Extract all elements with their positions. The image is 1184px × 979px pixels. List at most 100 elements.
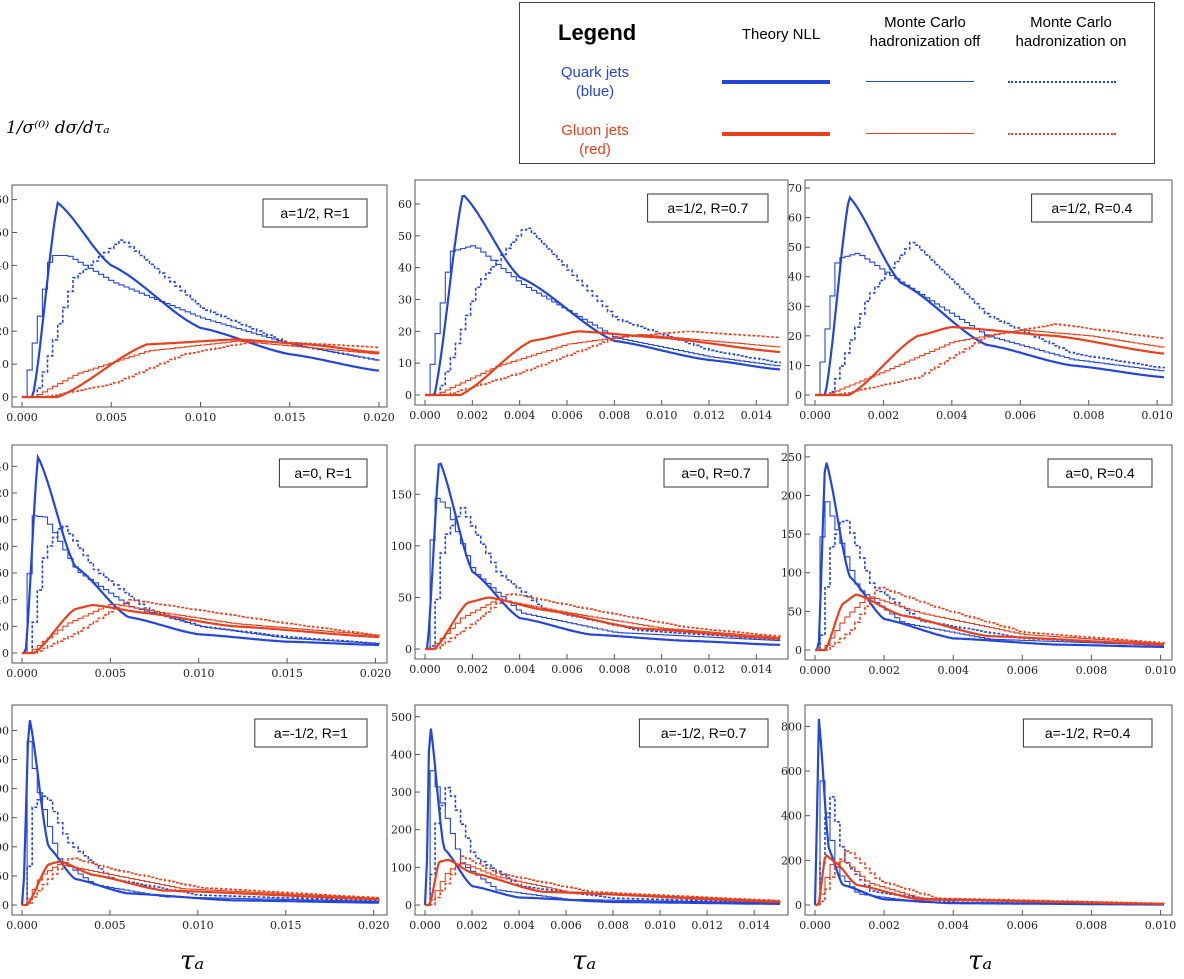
y-tick-label: 10: [788, 359, 802, 372]
series-gluon-mc-on: [22, 599, 380, 654]
series-quark-mc-off: [425, 497, 781, 650]
panel-title-box: [638, 718, 769, 748]
legend-quark-label: Quark jets (blue): [520, 63, 670, 101]
y-tick-label: 120: [0, 487, 9, 500]
y-tick-label: 50: [398, 230, 412, 243]
panel-title-box: [254, 718, 368, 748]
panel-title-box: [1047, 458, 1153, 488]
x-tick-label: 0.008: [599, 409, 631, 422]
y-tick-label: 0: [405, 643, 412, 656]
y-tick-label: 30: [788, 300, 802, 313]
series-gluon-theory: [815, 593, 1165, 652]
series-gluon-theory: [22, 338, 380, 399]
x-tick-label: 0.002: [456, 919, 488, 932]
y-tick-label: 300: [391, 786, 412, 799]
legend-col-mc-off-line2: hadronization off: [869, 33, 981, 50]
series-quark-mc-off: [425, 770, 781, 906]
panel-2: 0 10 20 30 40 50 60 0.000 0.002 0.004 0.006 0.008 0.…: [398, 179, 789, 422]
series-gluon-mc-on: [815, 323, 1165, 396]
y-tick-label: 30: [0, 292, 9, 305]
panel-title: a=1/2, R=1: [280, 205, 349, 221]
x-tick-label: 0.004: [504, 663, 536, 676]
x-tick-label: 0.012: [693, 409, 725, 422]
series-gluon-mc-on: [425, 330, 781, 396]
y-tick-label: 60: [0, 194, 9, 207]
x-tick-label: 0.012: [691, 919, 723, 932]
x-tick-label: 0.014: [741, 663, 773, 676]
x-tick-label: 0.015: [271, 667, 303, 680]
series-gluon-theory: [815, 853, 1164, 907]
x-tick-label: 0.004: [504, 409, 536, 422]
x-tick-label: 0.000: [6, 667, 38, 680]
series-quark-mc-on: [22, 795, 380, 906]
series-gluon-mc-off: [815, 596, 1165, 651]
y-tick-label: 0: [795, 389, 802, 402]
series-gluon-mc-off: [22, 863, 380, 906]
panel-title: a=-1/2, R=0.7: [661, 725, 747, 741]
y-tick-label: 50: [0, 870, 9, 883]
series-quark-mc-on: [815, 519, 1165, 651]
y-tick-label: 20: [0, 620, 9, 633]
series-gluon-theory: [22, 860, 380, 907]
y-tick-label: 40: [788, 271, 802, 284]
legend-col-mc-on: Monte Carlo hadronization on: [996, 13, 1146, 51]
x-tick-label: 0.002: [868, 664, 900, 677]
y-tick-label: 200: [781, 854, 802, 867]
series-gluon-mc-on: [22, 340, 380, 398]
legend-gluon-line1: Gluon jets: [561, 122, 629, 139]
series-gluon-mc-on: [815, 586, 1165, 651]
panel-6: 0 50 100 150 200 250 0.000 0.002 0.004 0.006 0.008…: [781, 444, 1177, 677]
x-tick-label: 0.010: [644, 919, 676, 932]
y-tick-label: 100: [391, 540, 412, 553]
y-tick-label: 250: [0, 754, 9, 767]
x-tick-label: 0.020: [363, 411, 395, 424]
x-tick-label: 0.010: [1145, 664, 1177, 677]
y-tick-label: 40: [398, 262, 412, 275]
x-tick-label: 0.004: [936, 409, 968, 422]
y-tick-label: 150: [0, 812, 9, 825]
panel-title-box: [262, 198, 368, 228]
x-tick-label: 0.004: [937, 919, 969, 932]
x-tick-label: 0.014: [741, 409, 773, 422]
x-tick-label: 0.000: [799, 664, 831, 677]
legend-col-mc-off-line1: Monte Carlo: [884, 14, 966, 31]
legend-col-mc-on-line1: Monte Carlo: [1030, 14, 1112, 31]
x-tick-label: 0.014: [738, 919, 770, 932]
x-tick-label: 0.012: [693, 663, 725, 676]
x-tick-label: 0.010: [646, 663, 678, 676]
x-tick-label: 0.002: [868, 919, 900, 932]
panel-title-box: [647, 193, 769, 223]
series-gluon-mc-off: [425, 333, 781, 396]
legend-box: Legend Theory NLL Monte Carlo hadronizat…: [519, 2, 1155, 164]
series-quark-mc-on: [815, 241, 1165, 396]
series-gluon-theory: [425, 596, 781, 651]
x-tick-label: 0.006: [1007, 664, 1039, 677]
x-tick-label: 0.010: [183, 667, 215, 680]
y-tick-label: 400: [391, 748, 412, 761]
y-tick-label: 40: [0, 259, 9, 272]
panel-title: a=0, R=1: [294, 465, 352, 481]
x-tick-label: 0.000: [409, 409, 441, 422]
panel-title: a=1/2, R=0.4: [1051, 200, 1132, 216]
y-tick-label: 60: [398, 198, 412, 211]
legend-col-mc-on-line2: hadronization on: [1015, 33, 1127, 50]
series-quark-mc-off: [425, 245, 781, 396]
legend-quark-line2: (blue): [575, 83, 615, 100]
x-tick-label: 0.020: [360, 667, 392, 680]
y-tick-label: 20: [398, 325, 412, 338]
y-tick-label: 150: [781, 528, 802, 541]
series-gluon-mc-on: [425, 855, 781, 906]
series-gluon-mc-off: [425, 598, 781, 650]
series-quark-theory: [423, 728, 780, 906]
y-tick-label: 800: [781, 720, 802, 733]
legend-gluon-mc-off-swatch: [866, 133, 974, 134]
legend-gluon-mc-on-swatch: [1008, 133, 1116, 135]
y-tick-label: 100: [391, 861, 412, 874]
legend-col-theory: Theory NLL: [741, 26, 821, 43]
y-tick-label: 0: [405, 899, 412, 912]
x-tick-label: 0.008: [597, 919, 629, 932]
y-tick-label: 50: [0, 226, 9, 239]
x-tick-label: 0.000: [6, 919, 38, 932]
